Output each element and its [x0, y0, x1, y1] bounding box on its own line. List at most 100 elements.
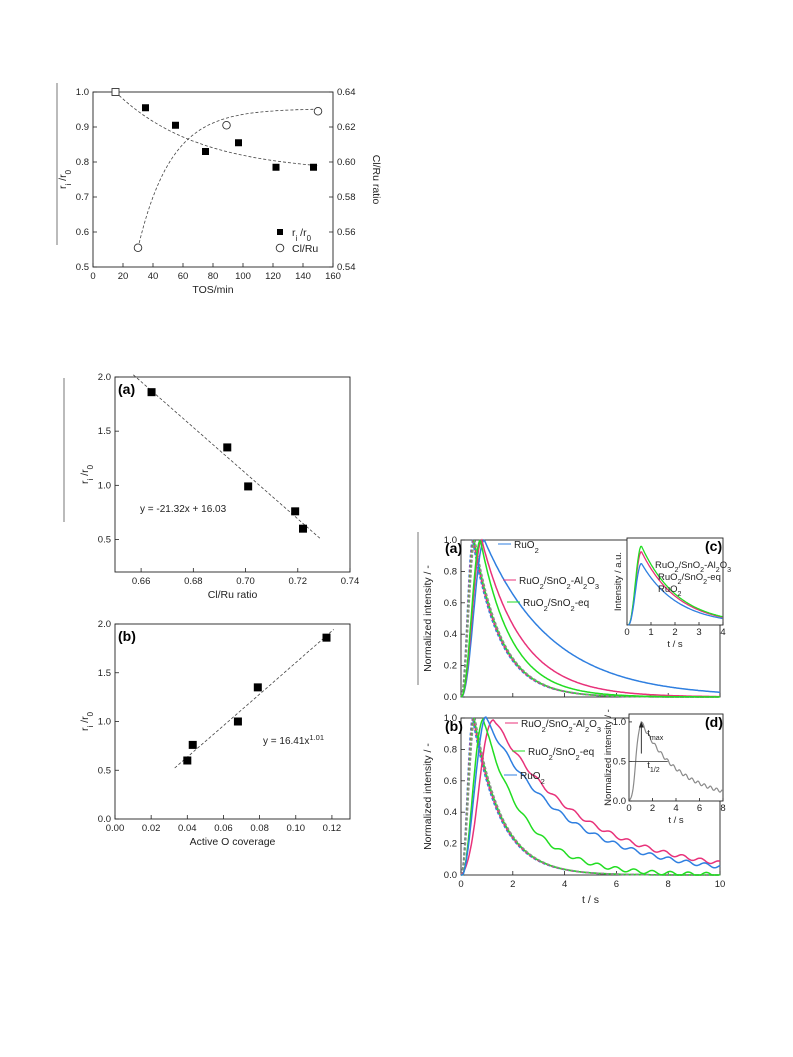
chart1-ratio-point: [142, 104, 149, 112]
chart3-fit-line: [174, 629, 334, 769]
chart1-y2-tick-label: 0.62: [337, 122, 356, 133]
chart3-y-tick-label: 1.0: [98, 717, 111, 728]
chart4-y-tick-label: 0.0: [444, 692, 457, 703]
chart2-data-point: [223, 443, 232, 452]
chart7-x-tick-label: 6: [697, 803, 702, 814]
chart3-y-tick-label: 0.0: [98, 814, 111, 825]
chart2-y-tick-label: 2.0: [98, 372, 111, 383]
chart1-y2-tick-label: 0.56: [337, 227, 356, 238]
chart1-legend-clru-label: Cl/Ru: [292, 243, 318, 255]
chart6-series-label: RuO2/SnO2-eq: [658, 572, 721, 586]
chart1-y-tick-label: 0.8: [76, 157, 89, 168]
chart5-x-tick-label: 4: [562, 879, 567, 890]
chart4-y-tick-label: 0.2: [444, 661, 457, 672]
chart1-y2-tick-label: 0.54: [337, 262, 356, 273]
chart2-data-point: [244, 482, 253, 491]
chart1-x-axis-label: TOS/min: [192, 284, 233, 296]
chart6-y-axis-label: Intensity / a.u.: [613, 552, 624, 611]
chart2-y-tick-label: 1.5: [98, 426, 111, 437]
chart6-series-curve: [627, 551, 723, 626]
chart1-ratio-point: [272, 163, 280, 171]
chart2-y-tick-label: 0.5: [98, 535, 111, 546]
chart5-y-axis-label: Normalized intensity / -: [422, 743, 434, 850]
chart3-x-tick-label: 0.08: [250, 823, 269, 834]
chart5-y-tick-label: 0.0: [444, 870, 457, 881]
chart1-ratio-point: [235, 139, 242, 147]
chart7-x-tick-label: 8: [720, 803, 725, 814]
chart5-y-tick-label: 0.2: [444, 839, 457, 850]
chart1-legend-clru-marker: [275, 243, 285, 253]
chart1-legend-ratio-label: ri /r0: [292, 227, 312, 243]
chart1-clru-point: [222, 120, 231, 130]
chart5-x-tick-label: 0: [458, 879, 463, 890]
chart5-series-label: RuO2/SnO2-eq: [528, 747, 594, 762]
chart1-legend-ratio-marker: [277, 229, 283, 235]
chart3-y-tick-label: 0.5: [98, 765, 111, 776]
chart7-x-axis-label: t / s: [668, 815, 684, 826]
chart2-fit-equation: y = -21.32x + 16.03: [140, 504, 227, 515]
chart1-y-tick-label: 0.5: [76, 262, 89, 273]
chart6-x-tick-label: 1: [648, 627, 653, 638]
chart7-tmax-label: tmax: [647, 728, 664, 742]
chart7-tmax-arrowhead: [638, 721, 644, 728]
chart4-series-label: RuO2/SnO2-eq: [523, 598, 589, 613]
chart7-x-tick-label: 2: [650, 803, 655, 814]
chart2-x-axis-label: Cl/Ru ratio: [208, 589, 258, 601]
chart2-y-tick-label: 1.0: [98, 480, 111, 491]
chart3-x-axis-label: Active O coverage: [190, 836, 276, 848]
chart1-ratio-point: [310, 163, 317, 171]
chart4-y-tick-label: 0.8: [444, 566, 457, 577]
chart1-y-tick-label: 0.6: [76, 227, 89, 238]
chart4-panel-label: (a): [445, 540, 462, 556]
chart6-series-label: RuO2/SnO2-Al2O3: [655, 560, 731, 574]
chart3-x-tick-label: 0.00: [106, 823, 125, 834]
chart3-x-tick-label: 0.12: [323, 823, 342, 834]
chart7-y-axis-label: Normalized intensity / -: [603, 709, 614, 806]
chart1-x-tick-label: 0: [90, 271, 95, 282]
chart4-series-label: RuO2: [514, 540, 539, 555]
chart2-frame: [114, 376, 351, 573]
chart7-y-tick-label: 0.5: [613, 756, 626, 767]
chart5-y-tick-label: 0.4: [444, 807, 457, 818]
chart5-x-axis-label: t / s: [582, 894, 599, 906]
chart5-series-curve: [460, 718, 721, 876]
chart6-x-axis-label: t / s: [667, 639, 683, 650]
chart3-y-axis-label: ri /r0: [79, 711, 95, 731]
chart1-y-tick-label: 0.7: [76, 192, 89, 203]
chart5-series-label: RuO2/SnO2-Al2O3: [521, 719, 601, 734]
chart1-y2-tick-label: 0.58: [337, 192, 356, 203]
chart1-y2-tick-label: 0.64: [337, 87, 356, 98]
chart1-ratio-point: [172, 121, 179, 129]
chart3-data-point: [188, 740, 197, 749]
chart5-x-tick-label: 8: [666, 879, 671, 890]
chart5-series-curve: [461, 716, 721, 876]
chart3-data-point: [233, 717, 242, 726]
chart4-series-curve: [460, 538, 720, 698]
chart6-x-tick-label: 0: [624, 627, 629, 638]
chart7-y-tick-label: 0.0: [613, 796, 626, 807]
chart2-data-point: [291, 507, 300, 516]
chart3-frame: [114, 623, 351, 820]
chart3-x-tick-label: 0.10: [287, 823, 306, 834]
chart1-clru-fit-line: [137, 108, 319, 248]
chart6-x-tick-label: 3: [696, 627, 701, 638]
chart1-clru-point: [133, 243, 143, 252]
chart2-panel-label: (a): [118, 381, 135, 397]
chart4-y-tick-label: 0.4: [444, 629, 457, 640]
chart5-y-tick-label: 1.0: [444, 713, 457, 724]
chart5-series-curve: [461, 717, 721, 876]
chart4-series-label: RuO2/SnO2-Al2O3: [519, 576, 599, 591]
chart3-data-point: [322, 633, 331, 642]
chart6-panel-label: (c): [705, 538, 722, 554]
chart1-y-tick-label: 0.9: [76, 122, 89, 133]
chart1-x-tick-label: 160: [325, 271, 341, 282]
chart7-thalf-label: t1/2: [647, 760, 660, 774]
chart2-x-tick-label: 0.66: [132, 576, 151, 587]
chart2-x-tick-label: 0.72: [289, 576, 308, 587]
chart2-data-point: [147, 388, 156, 397]
chart6-x-tick-label: 4: [720, 627, 725, 638]
chart5-panel-label: (b): [445, 718, 463, 734]
chart5-y-tick-label: 0.8: [444, 744, 457, 755]
chart1-clru-point: [313, 106, 323, 116]
